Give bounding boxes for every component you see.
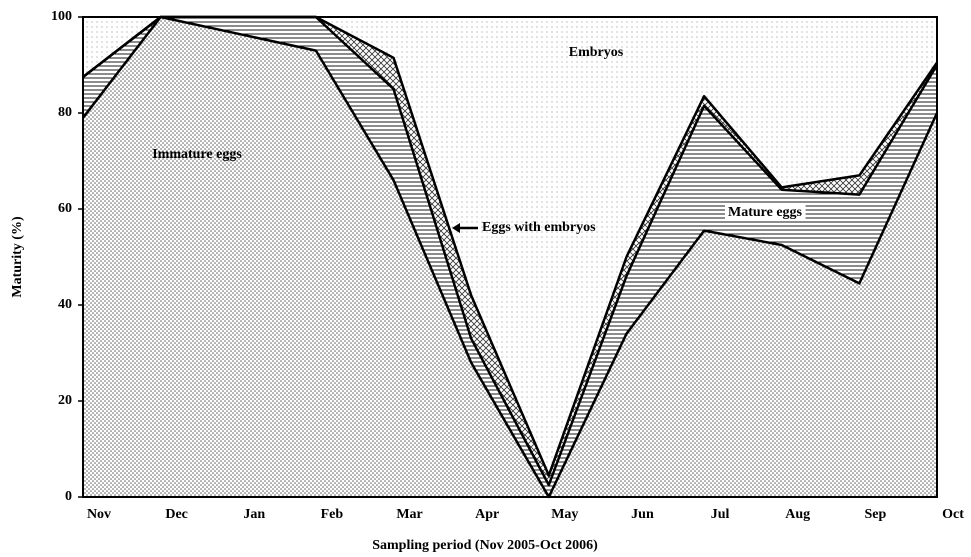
plot-frame bbox=[82, 16, 938, 498]
x-tick-label: Nov bbox=[87, 507, 111, 522]
y-tick-label: 40 bbox=[58, 297, 72, 312]
y-tick-label: 0 bbox=[65, 489, 72, 504]
area-segment bbox=[83, 17, 937, 497]
x-axis-title: Sampling period (Nov 2005-Oct 2006) bbox=[372, 538, 598, 553]
x-tick-label: May bbox=[551, 507, 578, 522]
x-tick-label: Feb bbox=[321, 507, 344, 522]
area-segment bbox=[83, 17, 937, 485]
plot-area bbox=[82, 15, 939, 499]
boundary-line bbox=[82, 15, 939, 499]
series-label: Eggs with embryos bbox=[482, 220, 596, 235]
label-background bbox=[725, 204, 806, 222]
x-tick-label: Sep bbox=[864, 507, 886, 522]
y-tick-label: 20 bbox=[58, 393, 72, 408]
x-tick-label: Jan bbox=[243, 507, 265, 522]
x-tick-label: Aug bbox=[785, 507, 810, 522]
series-label: Immature eggs bbox=[152, 147, 242, 162]
arrow-head bbox=[452, 223, 460, 233]
area-segment bbox=[83, 17, 937, 497]
y-axis-title: Maturity (%) bbox=[10, 216, 25, 298]
y-tick-label: 100 bbox=[51, 9, 72, 24]
series-label: Embryos bbox=[569, 45, 624, 60]
x-tick-label: Oct bbox=[942, 507, 964, 522]
x-tick-label: Apr bbox=[475, 507, 499, 522]
x-tick-label: Dec bbox=[165, 507, 188, 522]
x-tick-label: Jun bbox=[631, 507, 654, 522]
area-segment bbox=[83, 17, 937, 476]
y-tick-label: 60 bbox=[58, 201, 72, 216]
x-tick-label: Mar bbox=[396, 507, 422, 522]
y-tick-label: 80 bbox=[58, 105, 72, 120]
series-label: Mature eggs bbox=[728, 205, 803, 220]
x-tick-label: Jul bbox=[711, 507, 730, 522]
